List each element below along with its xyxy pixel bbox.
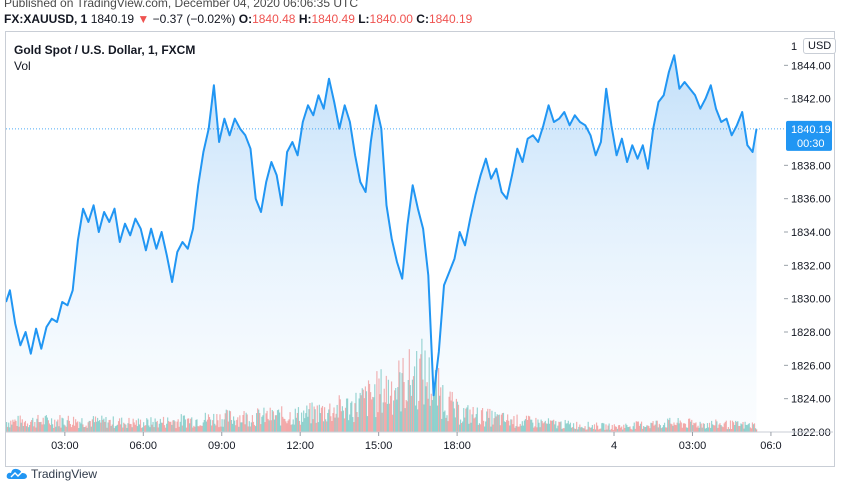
y-tick-label: 1844.00 [791, 60, 831, 72]
close-value: 1840.19 [428, 12, 473, 26]
x-tick-label: 06:00 [130, 440, 158, 452]
currency-button[interactable]: 1 USD [791, 38, 837, 54]
chart-frame[interactable] [5, 31, 835, 467]
y-tick-label: 1838.00 [791, 160, 831, 172]
high-label: H: [298, 12, 312, 26]
x-tick-label: 09:00 [208, 440, 236, 452]
y-tick-label: 1842.00 [791, 94, 831, 106]
low-value: 1840.00 [369, 12, 413, 26]
x-tick-label: 03:00 [51, 440, 79, 452]
quote-line: FX:XAUUSD, 1 1840.19 ▼ −0.37 (−0.02%) O:… [4, 12, 472, 26]
low-label: L: [358, 12, 370, 26]
y-tick-label: 1832.00 [791, 260, 831, 272]
high-value: 1840.49 [311, 12, 355, 26]
currency-label: USD [808, 40, 832, 52]
open-value: 1840.48 [252, 12, 296, 26]
tradingview-cloud-icon [6, 468, 27, 479]
tradingview-logo[interactable]: TradingView [6, 467, 97, 481]
last-price-label: 1840.19 [791, 124, 831, 136]
symbol-label: FX:XAUUSD, 1 [4, 12, 88, 26]
x-tick-label: 4 [611, 440, 617, 452]
volume-bar [756, 429, 758, 432]
x-tick-label: 12:00 [286, 440, 314, 452]
price-area [6, 54, 758, 432]
y-axis: 1844.00 1842.00 1838.00 1836.00 1834.00 1832.… [784, 60, 831, 439]
y-tick-label: 1828.00 [791, 327, 831, 339]
countdown-label: 00:30 [797, 138, 825, 150]
last-price-box [786, 120, 832, 151]
x-tick-label: 15:00 [365, 440, 393, 452]
y-tick-label: 1836.00 [791, 194, 831, 206]
y-tick-label: 1830.00 [791, 294, 831, 306]
x-tick-label: 03:00 [679, 440, 707, 452]
brand-name: TradingView [31, 467, 98, 481]
y-tick-label: 1824.00 [791, 394, 831, 406]
y-tick-label: 1822.00 [791, 427, 831, 439]
x-axis: 03:00 06:00 09:00 12:00 15:00 18:00 4 03:00 06:0 [6, 431, 833, 452]
change-value: −0.37 (−0.02%) [152, 12, 236, 26]
x-tick-label: 06:0 [760, 440, 781, 452]
open-label: O: [238, 12, 253, 26]
chart-title: Gold Spot / U.S. Dollar, 1, FXCM [14, 43, 196, 57]
y-tick-label: 1834.00 [791, 227, 831, 239]
close-label: C: [416, 12, 429, 26]
x-tick-label: 18:00 [443, 440, 471, 452]
price-area-fill [6, 55, 757, 432]
down-arrow-icon: ▼ [137, 12, 150, 26]
last-price: 1840.19 [90, 12, 135, 26]
volume-label: Vol [14, 59, 31, 73]
currency-prefix: 1 [791, 41, 798, 53]
last-price-tag: 1840.19 00:30 [6, 120, 832, 151]
y-tick-label: 1826.00 [791, 360, 831, 372]
published-line: Published on TradingView.com, December 0… [4, 0, 358, 10]
